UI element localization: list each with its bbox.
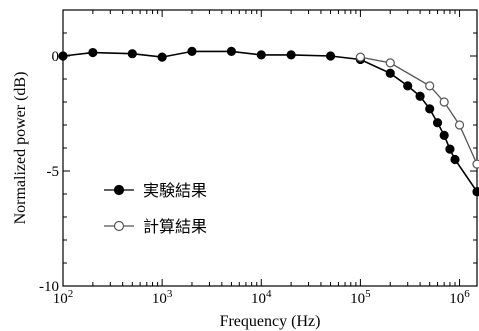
series-lines (62, 50, 478, 193)
x-tick-label: 102 (53, 288, 74, 307)
legend-label-1: 実験結果 (143, 181, 207, 200)
data-point-series-1 (88, 47, 98, 58)
data-point-series-1 (325, 51, 336, 61)
x-tick-label: 106 (449, 288, 470, 307)
data-point-series-1 (403, 81, 413, 91)
data-point-series-2 (472, 159, 479, 169)
data-point-series-1 (286, 50, 296, 60)
data-point-series-2 (355, 52, 366, 62)
data-point-series-1 (256, 50, 266, 60)
axis-ticks (62, 9, 477, 287)
data-point-series-1 (385, 68, 395, 78)
data-point-series-2 (385, 58, 395, 68)
legend-marker-2 (113, 220, 125, 232)
data-point-series-1 (127, 49, 137, 59)
data-point-series-2 (425, 81, 435, 91)
series-points (58, 46, 479, 197)
series-line-2 (360, 56, 478, 165)
legend-marker-1 (113, 184, 125, 196)
y-tick-label: -5 (47, 164, 60, 180)
y-tick-labels: 0 -5 -10 (39, 49, 59, 295)
data-point-series-1 (425, 104, 435, 114)
series-line-1 (62, 50, 478, 193)
data-point-series-1 (187, 46, 197, 57)
data-point-series-1 (432, 118, 443, 128)
plot-frame (62, 9, 478, 287)
x-tick-label: 103 (152, 288, 173, 307)
x-axis-label: Frequency (Hz) (220, 313, 321, 330)
x-tick-label: 105 (350, 288, 371, 307)
y-axis-label: Normalized power (dB) (12, 72, 29, 225)
data-point-series-1 (157, 52, 167, 62)
data-point-series-1 (445, 144, 455, 154)
legend-label-2: 計算結果 (143, 217, 207, 236)
data-point-series-1 (439, 130, 449, 140)
x-tick-labels: 102 103 104 105 106 (53, 288, 471, 307)
x-tick-label: 104 (251, 288, 272, 307)
y-tick-label: 0 (52, 49, 60, 65)
data-point-series-1 (415, 91, 425, 101)
data-point-series-2 (454, 120, 465, 130)
data-point-series-1 (472, 187, 479, 197)
data-point-series-1 (450, 154, 460, 165)
data-point-series-2 (439, 97, 449, 107)
data-point-series-1 (58, 51, 68, 61)
y-tick-label: -10 (39, 279, 59, 295)
data-point-series-1 (226, 46, 237, 57)
